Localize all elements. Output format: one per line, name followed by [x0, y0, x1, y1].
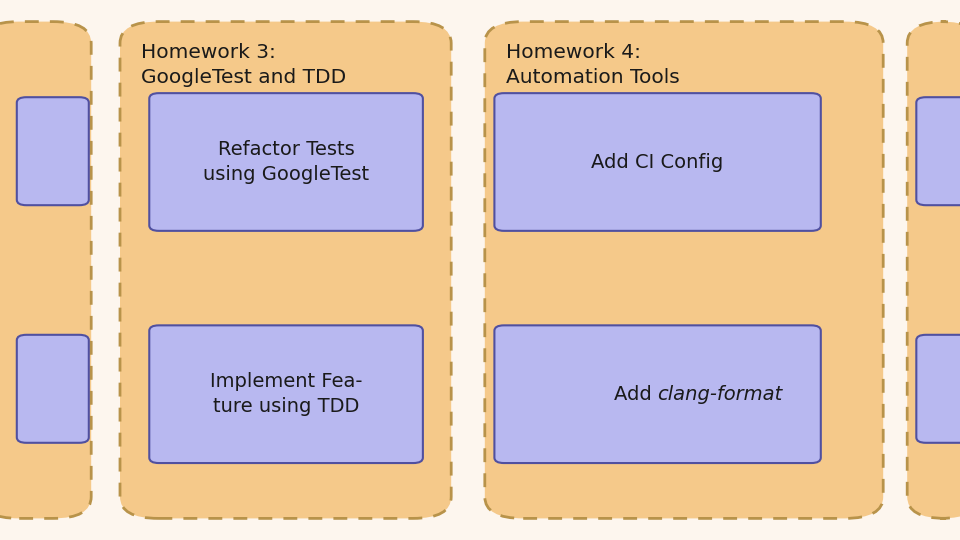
- Text: Add: Add: [613, 384, 658, 404]
- FancyBboxPatch shape: [907, 22, 960, 518]
- FancyBboxPatch shape: [150, 93, 422, 231]
- FancyBboxPatch shape: [17, 97, 88, 205]
- FancyBboxPatch shape: [916, 335, 960, 443]
- FancyBboxPatch shape: [916, 97, 960, 205]
- Text: Homework 4:
Automation Tools: Homework 4: Automation Tools: [506, 43, 680, 87]
- Text: Implement Fea-
ture using TDD: Implement Fea- ture using TDD: [210, 372, 362, 416]
- FancyBboxPatch shape: [120, 22, 451, 518]
- FancyBboxPatch shape: [17, 335, 88, 443]
- FancyBboxPatch shape: [485, 22, 883, 518]
- Text: clang-format: clang-format: [658, 384, 782, 404]
- FancyBboxPatch shape: [150, 325, 422, 463]
- FancyBboxPatch shape: [494, 325, 821, 463]
- Text: Refactor Tests
using GoogleTest: Refactor Tests using GoogleTest: [203, 140, 370, 184]
- FancyBboxPatch shape: [494, 93, 821, 231]
- Text: Add CI Config: Add CI Config: [591, 152, 724, 172]
- Text: Homework 3:
GoogleTest and TDD: Homework 3: GoogleTest and TDD: [141, 43, 347, 87]
- FancyBboxPatch shape: [0, 22, 91, 518]
